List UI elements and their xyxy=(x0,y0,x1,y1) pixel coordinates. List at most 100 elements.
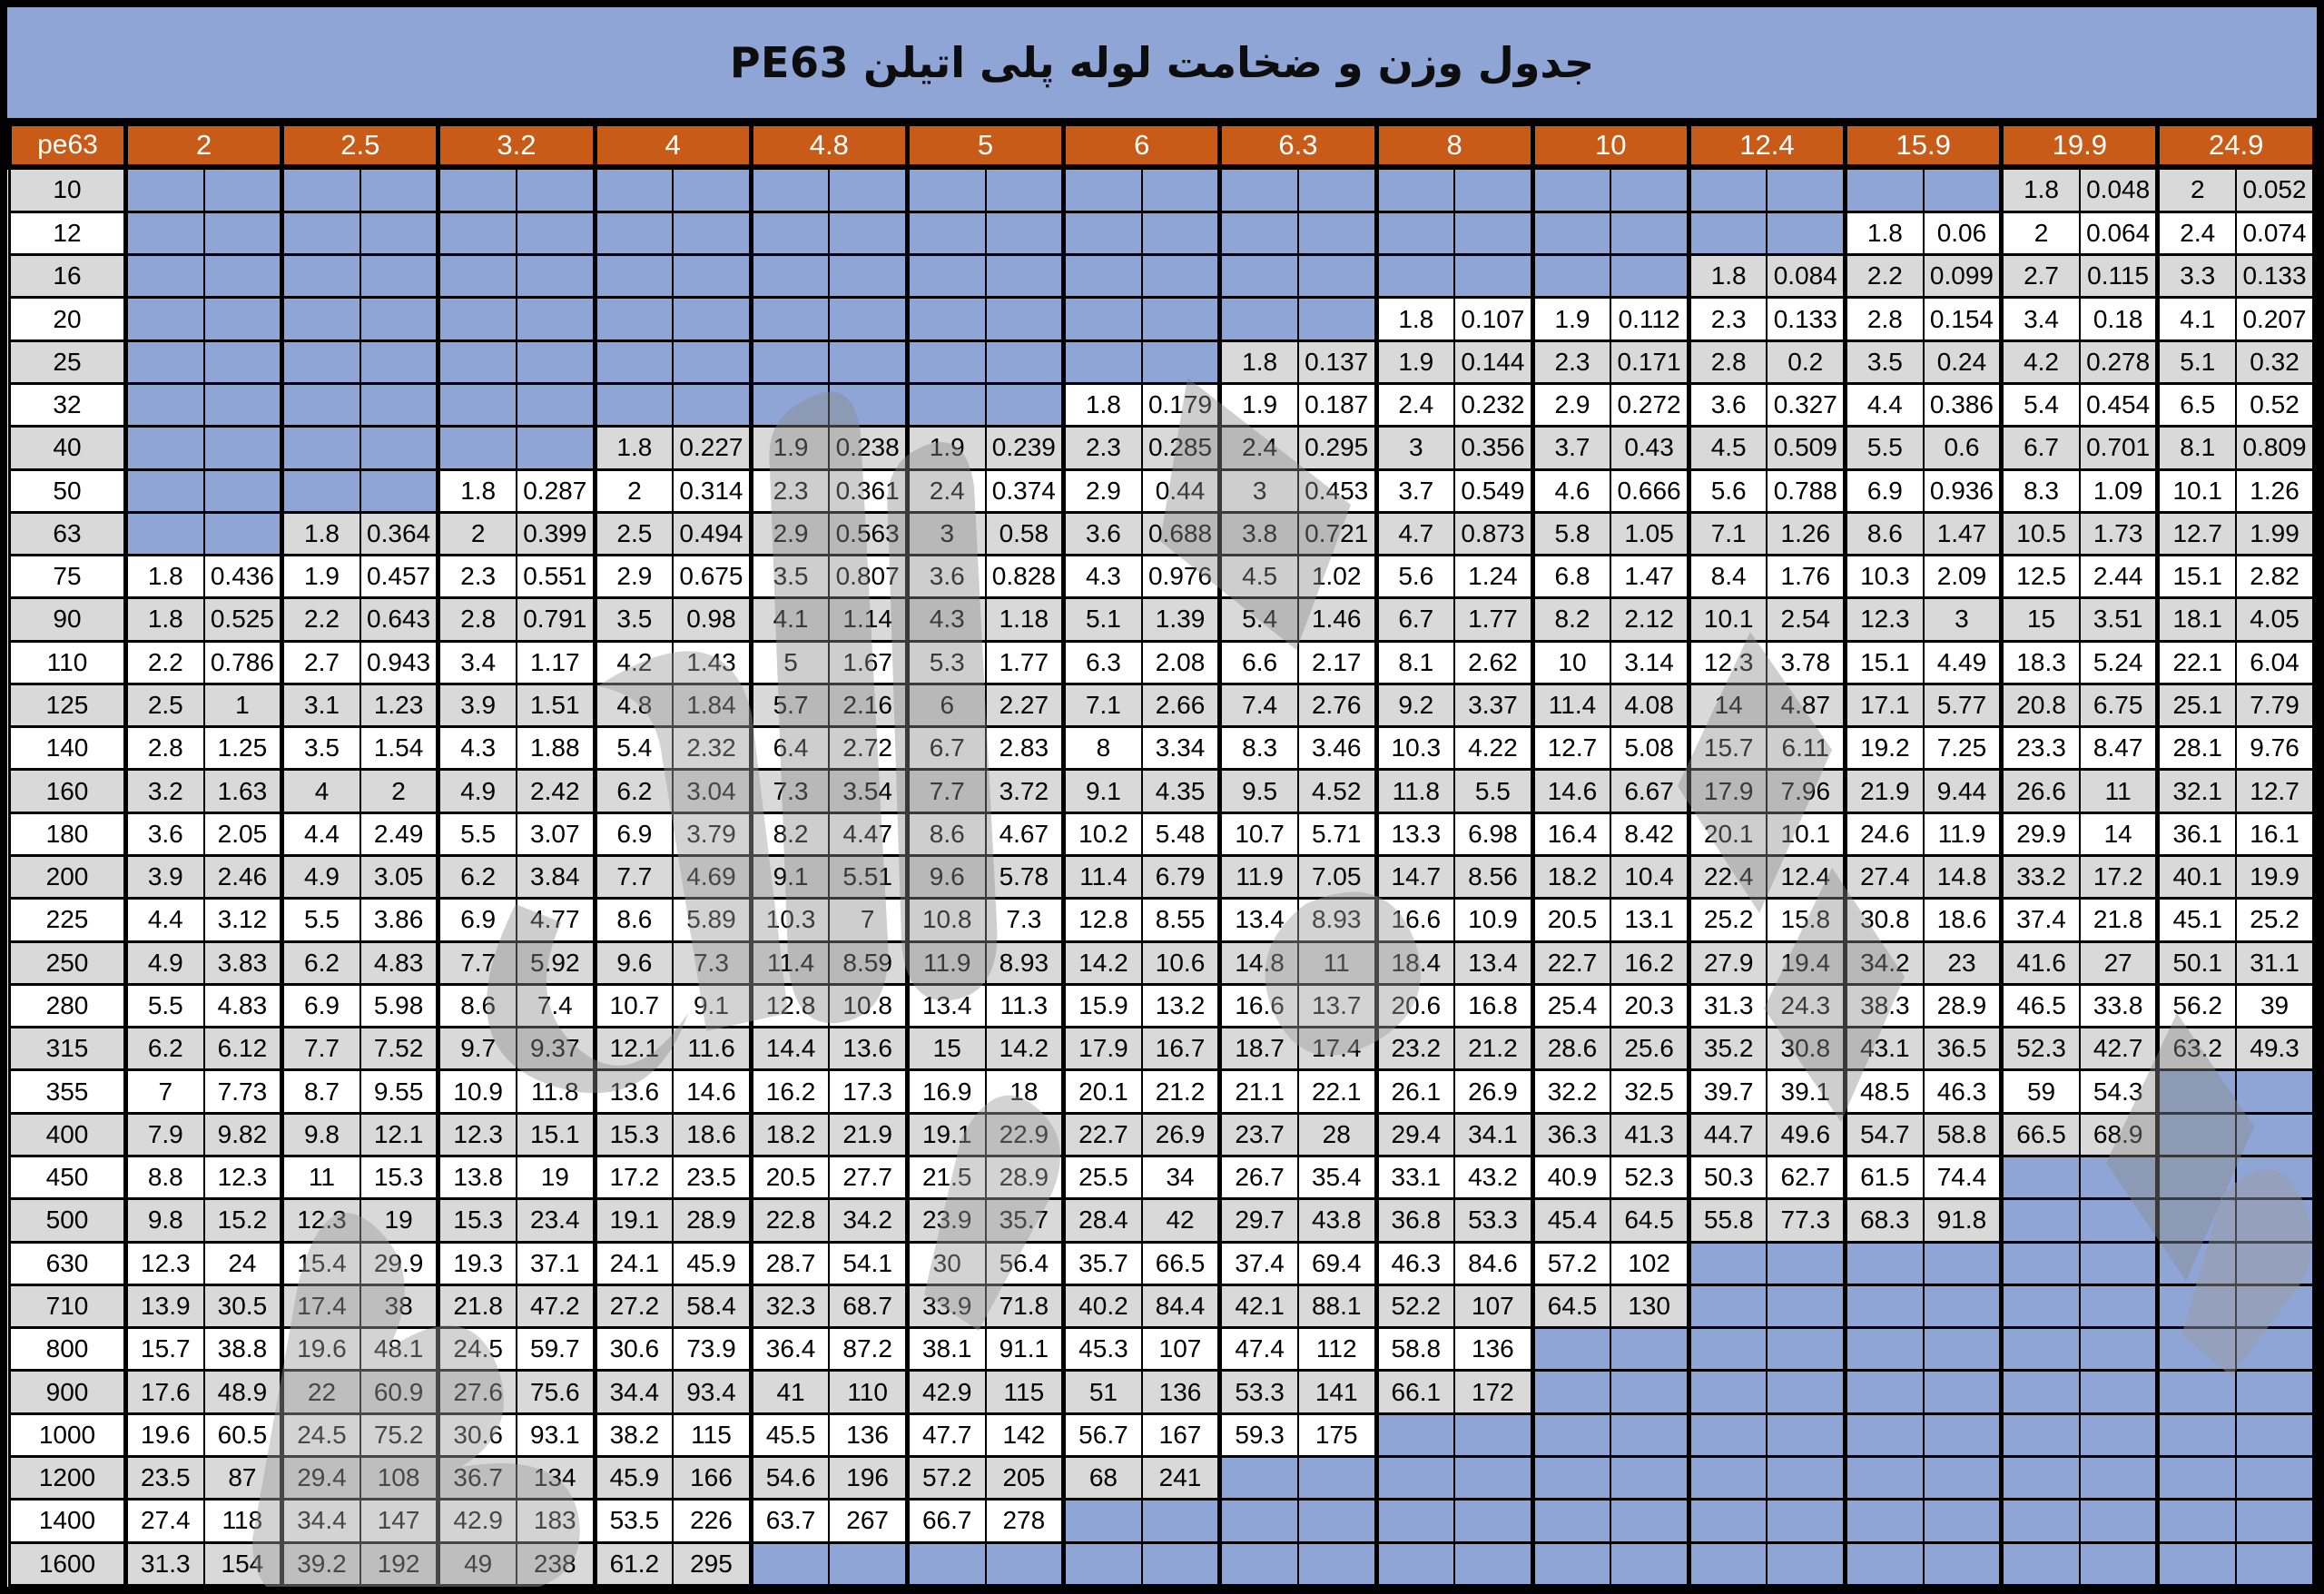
cell-90-4.8-weight: 1.14 xyxy=(828,596,910,643)
cell-250-24.9-weight: 31.1 xyxy=(2235,940,2318,986)
cell-empty xyxy=(1999,1498,2081,1544)
cell-empty xyxy=(1140,1540,1223,1588)
row-label-50: 50 xyxy=(8,467,128,514)
cell-1400-2-weight: 118 xyxy=(202,1498,285,1544)
cell-empty xyxy=(904,296,987,342)
cell-710-5-weight: 71.8 xyxy=(984,1283,1067,1330)
cell-empty xyxy=(2235,1283,2318,1330)
cell-180-10-thickness: 16.4 xyxy=(1530,811,1612,858)
cell-empty xyxy=(984,296,1067,342)
cell-630-3.2-weight: 37.1 xyxy=(515,1240,597,1286)
cell-200-12.4-thickness: 22.4 xyxy=(1686,854,1768,900)
cell-225-24.9-thickness: 45.1 xyxy=(2155,897,2238,943)
cell-140-5-thickness: 6.7 xyxy=(904,725,987,772)
cell-500-15.9-weight: 91.8 xyxy=(1922,1197,2004,1244)
cell-125-8-thickness: 9.2 xyxy=(1374,682,1456,729)
cell-800-3.2-weight: 59.7 xyxy=(515,1326,597,1373)
cell-1400-3.2-thickness: 42.9 xyxy=(436,1498,517,1544)
cell-empty xyxy=(592,210,675,257)
table-row-25: 25 1.8 0.137 1.9 0.144 2.3 0.171 2.8 0.2 3.5 0.24 4… xyxy=(8,339,2318,385)
cell-1000-4.8-weight: 136 xyxy=(828,1412,910,1458)
cell-1400-5-thickness: 66.7 xyxy=(904,1498,987,1544)
cell-10-24.9-thickness: 2 xyxy=(2155,165,2238,213)
cell-160-2.5-weight: 2 xyxy=(359,768,441,814)
cell-empty xyxy=(592,253,675,300)
cell-225-6.3-weight: 8.93 xyxy=(1296,897,1379,943)
cell-empty xyxy=(2155,1498,2238,1544)
cell-250-4.8-thickness: 11.4 xyxy=(748,940,831,986)
cell-125-4-weight: 1.84 xyxy=(672,682,753,729)
cell-315-12.4-weight: 30.8 xyxy=(1766,1026,1848,1072)
cell-280-3.2-weight: 7.4 xyxy=(515,982,597,1029)
cell-50-24.9-thickness: 10.1 xyxy=(2155,467,2238,514)
row-label-280: 280 xyxy=(8,982,128,1029)
cell-50-8-weight: 0.549 xyxy=(1453,467,1535,514)
cell-empty xyxy=(1766,165,1848,213)
cell-355-15.9-weight: 46.3 xyxy=(1922,1068,2004,1115)
cell-40-10-thickness: 3.7 xyxy=(1530,425,1612,471)
cell-32-10-thickness: 2.9 xyxy=(1530,381,1612,428)
cell-125-2.5-thickness: 3.1 xyxy=(280,682,361,729)
cell-280-15.9-thickness: 38.3 xyxy=(1843,982,1925,1029)
cell-50-4-weight: 0.314 xyxy=(672,467,753,514)
cell-500-2-thickness: 9.8 xyxy=(123,1197,205,1244)
cell-250-6-thickness: 14.2 xyxy=(1061,940,1143,986)
cell-90-4-weight: 0.98 xyxy=(672,596,753,643)
cell-empty xyxy=(1610,1326,1691,1373)
cell-empty xyxy=(1217,253,1299,300)
cell-63-12.4-thickness: 7.1 xyxy=(1686,510,1768,557)
cell-20-8-thickness: 1.8 xyxy=(1374,296,1456,342)
cell-900-5-weight: 115 xyxy=(984,1369,1067,1415)
cell-empty xyxy=(1453,1540,1535,1588)
cell-250-3.2-thickness: 7.7 xyxy=(436,940,517,986)
cell-710-6.3-thickness: 42.1 xyxy=(1217,1283,1299,1330)
cell-180-6.3-weight: 5.71 xyxy=(1296,811,1379,858)
cell-900-2.5-weight: 60.9 xyxy=(359,1369,441,1415)
cell-160-4.8-thickness: 7.3 xyxy=(748,768,831,814)
cell-empty xyxy=(1686,1326,1768,1373)
cell-800-2.5-weight: 48.1 xyxy=(359,1326,441,1373)
cell-800-2-weight: 38.8 xyxy=(202,1326,285,1373)
cell-900-6.3-weight: 141 xyxy=(1296,1369,1379,1415)
cell-800-2-thickness: 15.7 xyxy=(123,1326,205,1373)
cell-1600-3.2-weight: 238 xyxy=(515,1540,597,1588)
cell-empty xyxy=(904,1540,987,1588)
cell-90-2.5-weight: 0.643 xyxy=(359,596,441,643)
cell-75-5-weight: 0.828 xyxy=(984,554,1067,600)
cell-63-6.3-thickness: 3.8 xyxy=(1217,510,1299,557)
cell-empty xyxy=(1922,1454,2004,1501)
cell-355-5-weight: 18 xyxy=(984,1068,1067,1115)
cell-90-12.4-thickness: 10.1 xyxy=(1686,596,1768,643)
cell-180-2.5-weight: 2.49 xyxy=(359,811,441,858)
row-label-355: 355 xyxy=(8,1068,128,1115)
cell-empty xyxy=(828,296,910,342)
cell-63-6.3-weight: 0.721 xyxy=(1296,510,1379,557)
cell-empty xyxy=(515,253,597,300)
cell-125-6.3-thickness: 7.4 xyxy=(1217,682,1299,729)
cell-140-2.5-weight: 1.54 xyxy=(359,725,441,772)
cell-125-24.9-thickness: 25.1 xyxy=(2155,682,2238,729)
cell-200-4-weight: 4.69 xyxy=(672,854,753,900)
cell-32-12.4-thickness: 3.6 xyxy=(1686,381,1768,428)
row-label-12: 12 xyxy=(8,210,128,257)
cell-empty xyxy=(1296,296,1379,342)
cell-20-15.9-weight: 0.154 xyxy=(1922,296,2004,342)
cell-75-19.9-weight: 2.44 xyxy=(2078,554,2161,600)
cell-1400-2.5-thickness: 34.4 xyxy=(280,1498,361,1544)
cell-90-6-weight: 1.39 xyxy=(1140,596,1223,643)
cell-500-3.2-weight: 23.4 xyxy=(515,1197,597,1244)
cell-1200-5-weight: 205 xyxy=(984,1454,1067,1501)
cell-280-4-thickness: 10.7 xyxy=(592,982,675,1029)
cell-empty xyxy=(2078,1454,2161,1501)
cell-355-3.2-weight: 11.8 xyxy=(515,1068,597,1115)
cell-32-12.4-weight: 0.327 xyxy=(1766,381,1848,428)
cell-empty xyxy=(1999,1369,2081,1415)
cell-710-6.3-weight: 88.1 xyxy=(1296,1283,1379,1330)
cell-280-4.8-thickness: 12.8 xyxy=(748,982,831,1029)
cell-empty xyxy=(202,381,285,428)
cell-315-8-weight: 21.2 xyxy=(1453,1026,1535,1072)
cell-empty xyxy=(2155,1412,2238,1458)
cell-empty xyxy=(123,339,205,385)
cell-50-10-thickness: 4.6 xyxy=(1530,467,1612,514)
cell-280-6-weight: 13.2 xyxy=(1140,982,1223,1029)
